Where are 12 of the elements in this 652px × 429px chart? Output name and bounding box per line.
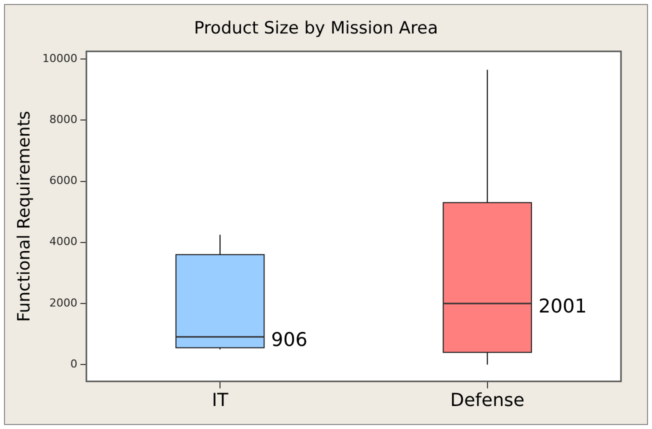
y-tick-label: 10000: [42, 52, 78, 65]
y-axis-title: Functional Requirements: [14, 110, 35, 322]
y-tick-label: 4000: [49, 235, 78, 248]
annotation: 906: [271, 328, 308, 351]
y-tick-label: 0: [70, 357, 78, 370]
y-tick-label: 8000: [49, 113, 78, 126]
y-tick-label: 2000: [49, 296, 78, 310]
chart-title: Product Size by Mission Area: [194, 18, 438, 39]
y-tick-label: 6000: [49, 174, 78, 188]
annotation: 2001: [538, 295, 587, 318]
x-tick-label: IT: [212, 390, 230, 411]
x-tick-label: Defense: [450, 390, 524, 411]
